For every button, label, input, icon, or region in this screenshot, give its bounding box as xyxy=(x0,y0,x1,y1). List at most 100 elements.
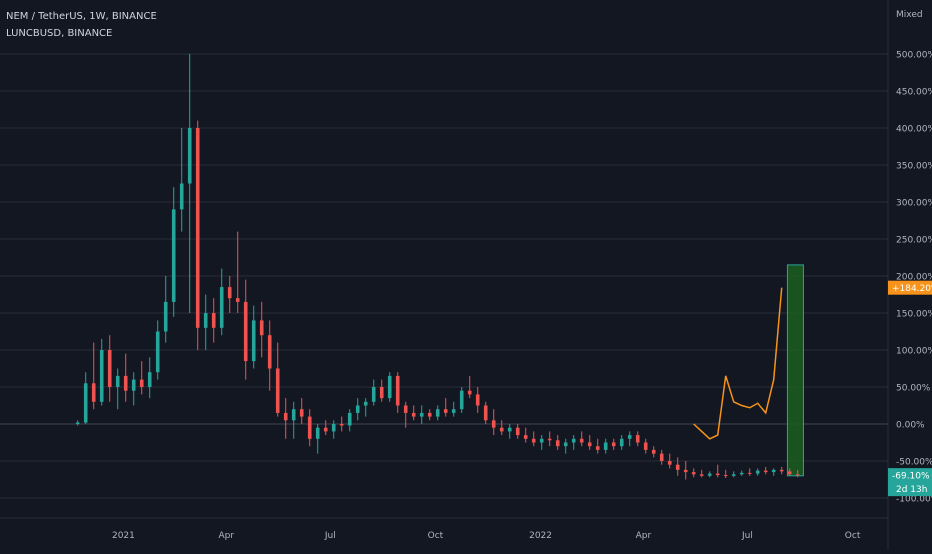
y-tick-label: 0.00% xyxy=(896,421,925,431)
candle-body xyxy=(595,446,600,450)
candle-body xyxy=(715,473,720,476)
candle-body xyxy=(691,472,696,475)
candle-body xyxy=(331,424,336,432)
candle-body xyxy=(795,474,800,476)
x-tick-label: Oct xyxy=(428,531,444,541)
candle-body xyxy=(779,469,784,472)
legend: NEM / TetherUS, 1W, BINANCE LUNCBUSD, BI… xyxy=(6,8,157,42)
candles-layer xyxy=(75,54,800,480)
candle-body xyxy=(723,475,728,477)
candle-body xyxy=(107,350,112,387)
y-tick-label: 50.00% xyxy=(896,384,931,394)
legend-main-symbol[interactable]: NEM / TetherUS, 1W, BINANCE xyxy=(6,11,157,22)
candle-body xyxy=(371,387,376,402)
y-tick-label: 400.00% xyxy=(896,125,932,135)
candle-body xyxy=(283,412,288,421)
candle-body xyxy=(291,409,296,421)
candle-body xyxy=(555,440,560,447)
candle-body xyxy=(587,442,592,447)
candle-body xyxy=(611,442,616,447)
candle-body xyxy=(531,438,536,443)
candle-body xyxy=(483,405,488,421)
candle-body xyxy=(635,435,640,443)
candle-body xyxy=(763,470,768,473)
candle-body xyxy=(211,313,216,328)
candle-body xyxy=(747,472,752,474)
candle-body xyxy=(187,128,192,184)
candle-body xyxy=(379,387,384,399)
candle-body xyxy=(787,471,792,475)
highlight-layer xyxy=(786,264,804,477)
candle-body xyxy=(139,379,144,387)
candle-body xyxy=(115,375,120,387)
candle-body xyxy=(219,287,224,328)
y-tick-label: 250.00% xyxy=(896,236,932,246)
candle-body xyxy=(643,442,648,450)
candle-body xyxy=(459,390,464,410)
candle-body xyxy=(523,435,528,439)
candle-body xyxy=(427,412,432,417)
candle-body xyxy=(307,416,312,439)
candle-body xyxy=(603,442,608,450)
candle-body xyxy=(251,320,256,362)
candle-body xyxy=(619,438,624,447)
main-value-badge-bg xyxy=(888,468,932,497)
candle-body xyxy=(475,394,480,406)
candle-body xyxy=(99,350,104,402)
candle-body xyxy=(275,368,280,413)
candle-body xyxy=(467,390,472,395)
candle-body xyxy=(451,409,456,413)
candle-body xyxy=(227,287,232,299)
compare-value-badge-bg xyxy=(888,280,932,295)
candle-body xyxy=(571,438,576,443)
grid xyxy=(0,53,888,499)
x-tick-label: Apr xyxy=(218,531,234,541)
x-tick-label: 2022 xyxy=(529,531,552,541)
candle-body xyxy=(667,461,672,465)
candle-body xyxy=(147,372,152,387)
candle-body xyxy=(507,427,512,432)
candle-body xyxy=(771,469,776,473)
candle-body xyxy=(699,474,704,476)
candle-body xyxy=(515,427,520,436)
legend-compare-symbol[interactable]: LUNCBUSD, BINANCE xyxy=(6,28,113,39)
candle-body xyxy=(443,409,448,413)
candle-body xyxy=(75,422,80,424)
x-tick-label: 2021 xyxy=(112,531,135,541)
candle-body xyxy=(179,183,184,210)
y-tick-label: 500.00% xyxy=(896,51,932,61)
x-tick-label: Apr xyxy=(636,531,652,541)
candle-body xyxy=(539,438,544,443)
candle-body xyxy=(387,375,392,399)
candle-body xyxy=(659,453,664,461)
candle-body xyxy=(627,435,632,439)
y-tick-label: 150.00% xyxy=(896,310,932,320)
candle-body xyxy=(355,405,360,413)
x-tick-label: Jul xyxy=(324,531,336,541)
candle-body xyxy=(203,313,208,328)
candle-body xyxy=(123,375,128,391)
x-tick-label: Oct xyxy=(845,531,861,541)
candle-body xyxy=(739,472,744,475)
candle-body xyxy=(259,320,264,336)
candle-body xyxy=(491,420,496,428)
candle-body xyxy=(339,424,344,426)
candle-body xyxy=(395,375,400,406)
candle-body xyxy=(403,405,408,413)
candle-body xyxy=(419,412,424,417)
candle-body xyxy=(707,473,712,476)
scale-mode-label: Mixed xyxy=(896,10,923,20)
candle-body xyxy=(411,412,416,417)
candle-body xyxy=(235,298,240,302)
y-tick-label: 350.00% xyxy=(896,162,932,172)
y-tick-label: 300.00% xyxy=(896,199,932,209)
candle-body xyxy=(363,401,368,406)
price-badges: +184.20% -69.10% 2d 13h xyxy=(888,280,932,497)
highlight-rectangle xyxy=(786,264,804,477)
candle-body xyxy=(731,474,736,476)
candle-body xyxy=(91,383,96,402)
compare-line-layer xyxy=(693,287,783,440)
candle-body xyxy=(83,383,88,423)
